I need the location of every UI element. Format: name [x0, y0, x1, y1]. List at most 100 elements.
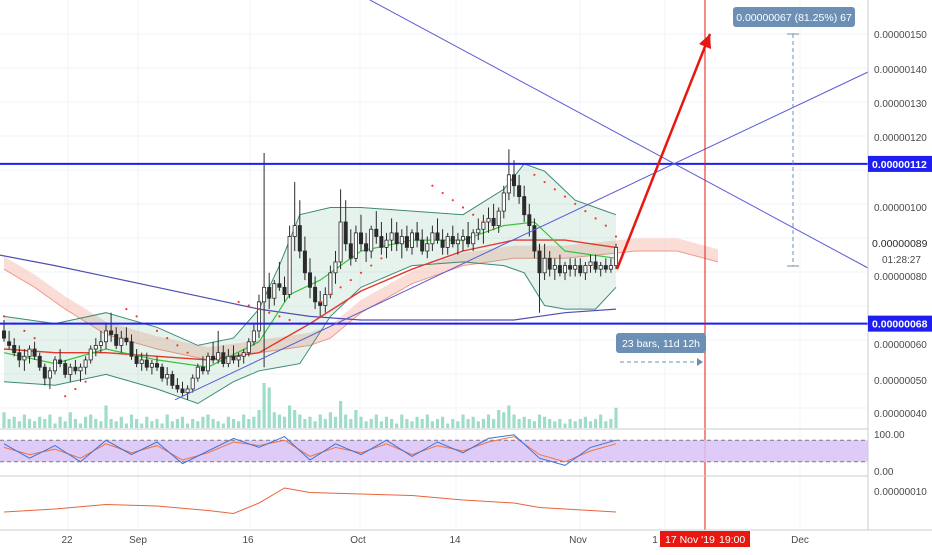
candle[interactable]: [277, 261, 282, 291]
candle[interactable]: [27, 345, 32, 364]
candle[interactable]: [17, 345, 22, 368]
projection-arrow[interactable]: [615, 33, 712, 270]
candle[interactable]: [527, 203, 532, 237]
candle[interactable]: [394, 221, 399, 252]
candle[interactable]: [170, 370, 175, 389]
candle[interactable]: [58, 349, 63, 368]
candle[interactable]: [139, 352, 144, 371]
candle[interactable]: [466, 221, 471, 248]
candle[interactable]: [333, 251, 338, 284]
candle[interactable]: [501, 185, 506, 219]
candle[interactable]: [522, 185, 527, 222]
candle[interactable]: [205, 352, 210, 375]
candle[interactable]: [22, 349, 27, 371]
candle[interactable]: [180, 381, 185, 397]
candle[interactable]: [491, 203, 496, 230]
candle[interactable]: [353, 225, 358, 262]
candle[interactable]: [369, 225, 374, 259]
candle[interactable]: [440, 229, 445, 255]
candle[interactable]: [12, 338, 17, 357]
candle[interactable]: [450, 225, 455, 248]
candle[interactable]: [104, 323, 109, 350]
candle[interactable]: [343, 200, 348, 252]
candle[interactable]: [506, 149, 511, 201]
candle[interactable]: [573, 258, 578, 277]
candle[interactable]: [267, 272, 272, 310]
candle[interactable]: [471, 229, 476, 252]
candle[interactable]: [175, 378, 180, 393]
candle[interactable]: [272, 280, 277, 306]
candle[interactable]: [241, 349, 246, 364]
candle[interactable]: [578, 258, 583, 277]
candle[interactable]: [486, 207, 491, 233]
candle[interactable]: [165, 367, 170, 386]
candle[interactable]: [109, 312, 114, 342]
candle[interactable]: [282, 276, 287, 302]
candle[interactable]: [114, 327, 119, 350]
candle[interactable]: [37, 352, 42, 371]
candle[interactable]: [256, 294, 261, 339]
candle[interactable]: [409, 229, 414, 255]
candle[interactable]: [583, 261, 588, 281]
candle[interactable]: [134, 349, 139, 368]
candle[interactable]: [221, 345, 226, 368]
candle[interactable]: [614, 243, 619, 270]
candle[interactable]: [404, 225, 409, 252]
candle[interactable]: [517, 174, 522, 204]
candle[interactable]: [532, 218, 537, 259]
time-axis[interactable]: 22 Sep 16 Oct 14 Nov 1 Dec 17 Nov '19 19:00: [0, 529, 932, 547]
candle[interactable]: [42, 363, 47, 386]
candle[interactable]: [297, 200, 302, 259]
candle[interactable]: [200, 356, 205, 375]
candle[interactable]: [563, 261, 568, 281]
candle[interactable]: [63, 359, 68, 379]
candle[interactable]: [512, 160, 517, 197]
candle[interactable]: [83, 356, 88, 375]
candle[interactable]: [588, 254, 593, 273]
candle[interactable]: [552, 258, 557, 281]
candle[interactable]: [124, 327, 129, 346]
candle[interactable]: [542, 243, 547, 281]
candle[interactable]: [496, 207, 501, 233]
candle[interactable]: [216, 330, 221, 364]
descending-trendline[interactable]: [369, 0, 869, 269]
candle[interactable]: [435, 218, 440, 244]
candle[interactable]: [313, 276, 318, 310]
candle[interactable]: [78, 363, 83, 382]
candle[interactable]: [119, 330, 124, 353]
price-axis[interactable]: 0.00000150 0.00000140 0.00000130 0.00000120…: [867, 0, 932, 550]
drawings[interactable]: 0.00000067 (81.25%) 67 23 bars, 11d 12h: [0, 0, 869, 530]
ascending-trendline[interactable]: [174, 71, 869, 401]
candle[interactable]: [389, 218, 394, 252]
candle[interactable]: [129, 334, 134, 360]
candle[interactable]: [338, 189, 343, 270]
candle[interactable]: [455, 232, 460, 255]
candle[interactable]: [593, 254, 598, 273]
candle[interactable]: [302, 236, 307, 281]
candle[interactable]: [190, 374, 195, 393]
candle[interactable]: [292, 182, 297, 252]
candle[interactable]: [476, 218, 481, 241]
candle[interactable]: [420, 229, 425, 255]
candle[interactable]: [68, 363, 73, 382]
candle[interactable]: [425, 236, 430, 259]
candle[interactable]: [231, 345, 236, 364]
candle[interactable]: [460, 229, 465, 252]
candle[interactable]: [211, 341, 216, 364]
candle[interactable]: [73, 359, 78, 375]
candle[interactable]: [445, 232, 450, 255]
candle[interactable]: [547, 251, 552, 277]
candle[interactable]: [568, 258, 573, 277]
candle[interactable]: [246, 338, 251, 357]
candle[interactable]: [415, 221, 420, 248]
candle[interactable]: [364, 232, 369, 262]
candles[interactable]: [2, 149, 619, 400]
candle[interactable]: [195, 363, 200, 382]
candle[interactable]: [154, 356, 159, 371]
candle[interactable]: [287, 225, 292, 299]
candle[interactable]: [226, 349, 231, 368]
candle[interactable]: [160, 363, 165, 382]
candle[interactable]: [144, 352, 149, 371]
